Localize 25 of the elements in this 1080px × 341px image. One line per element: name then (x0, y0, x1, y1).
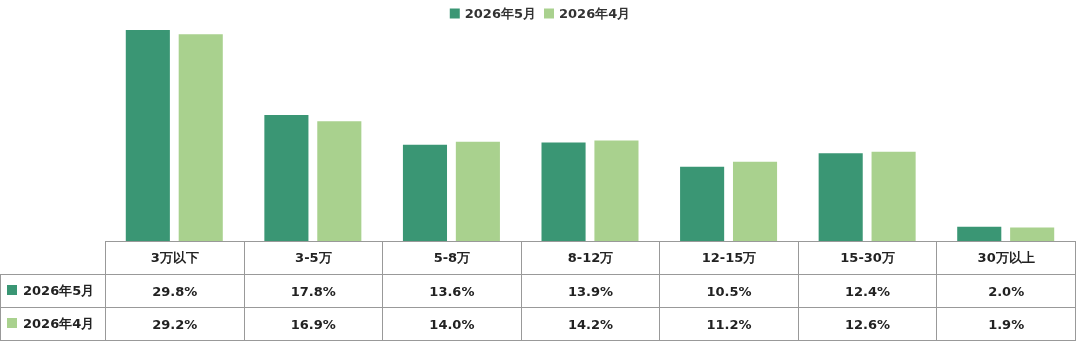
data-label: 2.0% (936, 274, 1076, 308)
data-label: 10.5% (659, 274, 799, 308)
x-tick-label: 12-15万 (659, 241, 799, 275)
data-label: 29.2% (105, 307, 245, 341)
x-tick-label: 3-5万 (244, 241, 383, 275)
data-label: 17.8% (244, 274, 383, 308)
data-label: 14.0% (382, 307, 522, 341)
legend-label: 2026年5月 (464, 6, 537, 21)
text: 2026年4月 (23, 316, 95, 331)
legend-label: 2026年4月 (559, 6, 631, 21)
data-label: 16.9% (244, 307, 383, 341)
data-label: 12.6% (798, 307, 937, 341)
data-label: 13.6% (382, 274, 522, 308)
data-label: 13.9% (521, 274, 660, 308)
x-tick-label: 8-12万 (521, 241, 660, 275)
data-label: 29.8% (105, 274, 245, 308)
data-label: 11.2% (659, 307, 799, 341)
data-label: 12.4% (798, 274, 937, 308)
data-label: 14.2% (521, 307, 660, 341)
data-label: 1.9% (936, 307, 1076, 341)
text: 2026年5月 (23, 283, 95, 298)
x-tick-label: 3万以下 (105, 241, 245, 275)
x-tick-label: 30万以上 (936, 241, 1076, 275)
x-tick-label: 5-8万 (382, 241, 522, 275)
x-tick-label: 15-30万 (798, 241, 937, 275)
